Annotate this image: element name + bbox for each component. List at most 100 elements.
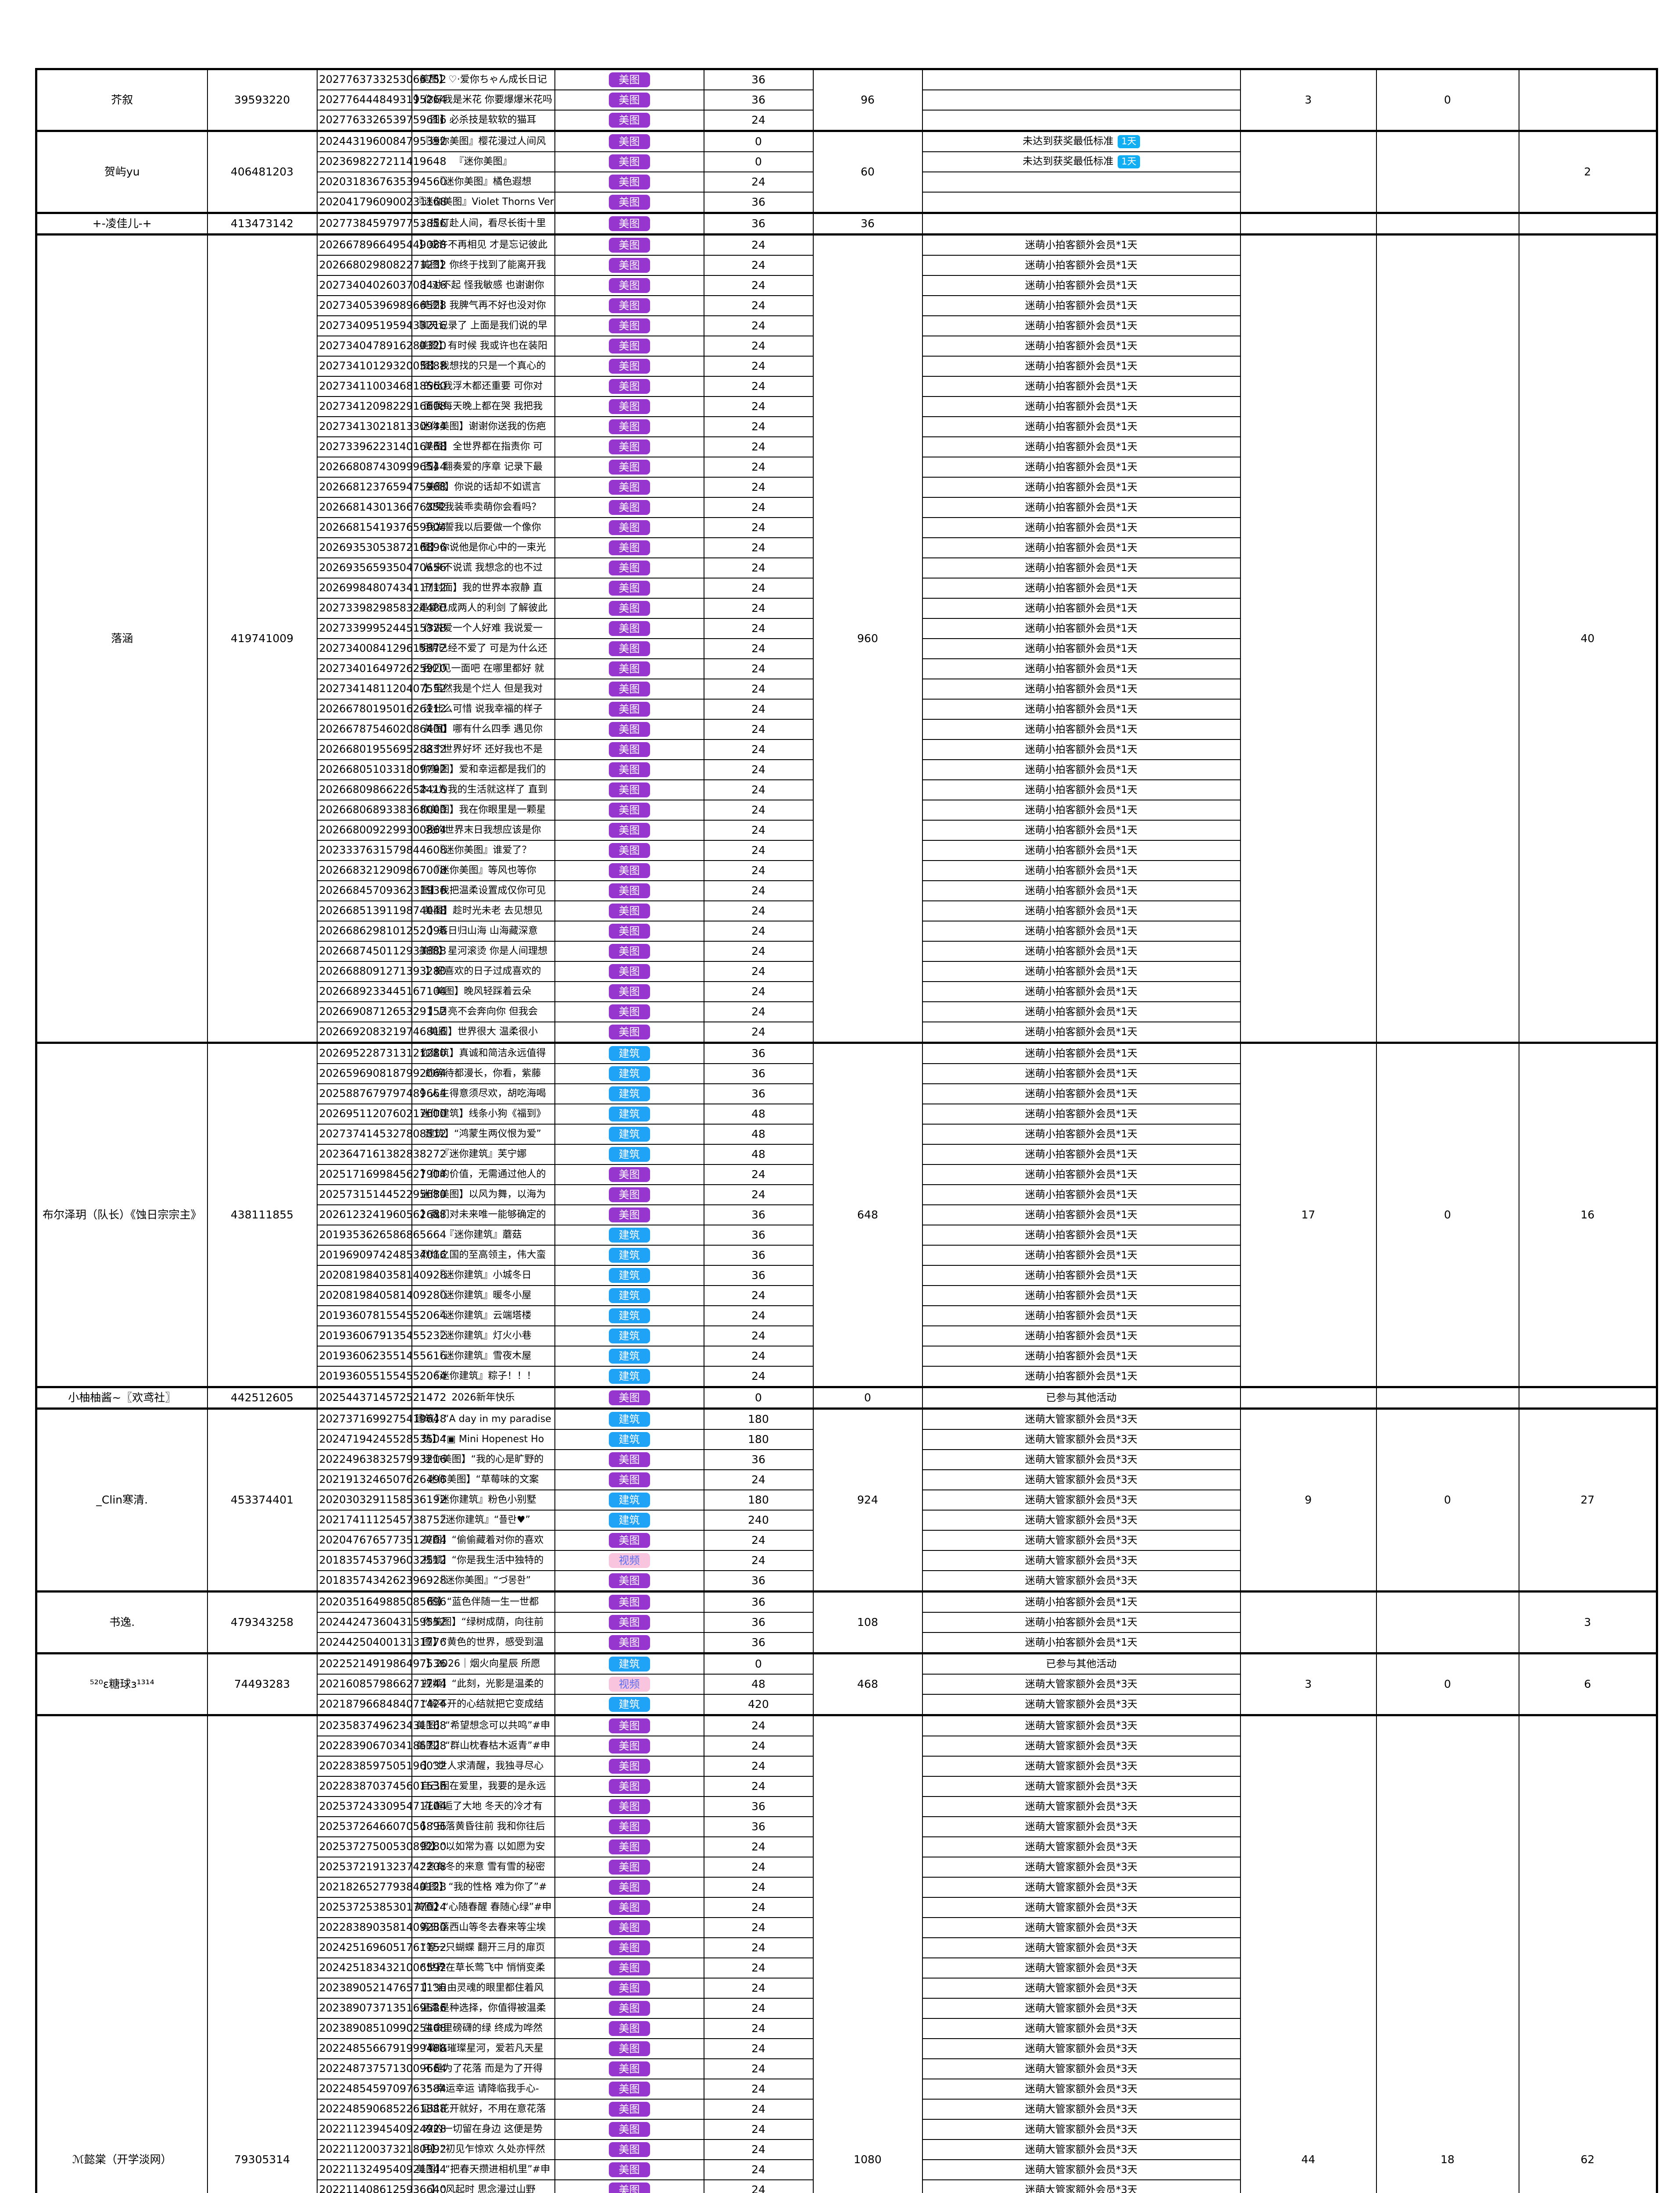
work-title[interactable]: 如果我装乖卖萌你会看吗？ bbox=[411, 497, 555, 518]
work-id[interactable]: 2024719424552853504 bbox=[316, 1429, 447, 1450]
work-type-cell[interactable]: 美图 bbox=[554, 1632, 704, 1654]
remark[interactable]: 迷萌小拍客额外会员*1天 bbox=[922, 275, 1241, 296]
remark[interactable]: 迷萌大管家额外会员*3天 bbox=[922, 2159, 1241, 2180]
work-type-cell[interactable]: 美图 bbox=[554, 2099, 704, 2120]
work-id[interactable]: 2027763733253066752 bbox=[316, 68, 447, 90]
work-id[interactable]: 2025731514452295680 bbox=[316, 1184, 447, 1205]
remark[interactable]: 迷萌大管家额外会员*3天 bbox=[922, 1776, 1241, 1797]
work-title[interactable]: 迷你建筑】线条小狗《福到》 bbox=[411, 1104, 555, 1125]
work-title[interactable]: 生命里磅礴的绿 终成为哗然 bbox=[411, 2018, 555, 2039]
work-id[interactable]: 2027340164972625920 bbox=[316, 658, 447, 679]
work-type-cell[interactable]: 建筑 bbox=[554, 1265, 704, 1286]
work-id[interactable]: 2020417960900231168 bbox=[316, 192, 447, 214]
work-title[interactable]: 】月亮不会奔向你 但我会 bbox=[411, 1001, 555, 1022]
work-title[interactable]: 欢的一切留在身边 这便是势 bbox=[411, 2119, 555, 2140]
points[interactable]: 420 bbox=[703, 1694, 814, 1716]
creator-id[interactable]: 39593220 bbox=[207, 68, 318, 132]
work-type-cell[interactable]: 美图 bbox=[554, 396, 704, 417]
remark[interactable]: 迷萌大管家额外会员*3天 bbox=[922, 1998, 1241, 2019]
work-id[interactable]: 2026678019501626112 bbox=[316, 699, 447, 720]
remark[interactable]: 迷萌大管家额外会员*3天 bbox=[922, 1714, 1241, 1736]
work-type-cell[interactable]: 美图 bbox=[554, 2058, 704, 2079]
remark[interactable]: 迷萌小拍客额外会员*1天 bbox=[922, 1104, 1241, 1125]
work-type-cell[interactable]: 建筑 bbox=[554, 1305, 704, 1326]
points[interactable]: 24 bbox=[703, 1325, 814, 1347]
remark[interactable]: 迷萌大管家额外会员*3天 bbox=[922, 1877, 1241, 1898]
remark[interactable]: 迷萌小拍客额外会员*1天 bbox=[922, 1265, 1241, 1286]
remark[interactable]: 迷萌小拍客额外会员*1天 bbox=[922, 1204, 1241, 1225]
work-id[interactable]: 2027340951959433216 bbox=[316, 315, 447, 336]
work-type-cell[interactable]: 建筑 bbox=[554, 1124, 704, 1145]
work-id[interactable]: 2020318367635394560 bbox=[316, 171, 447, 193]
work-id[interactable]: 2026685139119874048 bbox=[316, 900, 447, 921]
points[interactable]: 36 bbox=[703, 1816, 814, 1837]
remark[interactable]: 迷萌小拍客额外会员*1天 bbox=[922, 921, 1241, 942]
work-title[interactable]: 等日落西山等冬去春来等尘埃 bbox=[411, 1917, 555, 1938]
remark[interactable]: 迷萌小拍客额外会员*1天 bbox=[922, 497, 1241, 518]
work-type-cell[interactable]: 美图 bbox=[554, 941, 704, 962]
work-type-cell[interactable]: 建筑 bbox=[554, 1346, 704, 1367]
work-id[interactable]: 2022496383257993216 bbox=[316, 1449, 447, 1470]
remark[interactable]: 迷萌大管家额外会员*3天 bbox=[922, 1510, 1241, 1531]
subtotal[interactable]: 924 bbox=[812, 1407, 923, 1592]
work-type-cell[interactable]: 美图 bbox=[554, 699, 704, 720]
work-title[interactable]: 『迷你美图』樱花漫过人间风 bbox=[411, 130, 555, 152]
remark[interactable]: 迷萌小拍客额外会员*1天 bbox=[922, 336, 1241, 357]
count-a[interactable]: 9 bbox=[1240, 1407, 1377, 1592]
points[interactable]: 24 bbox=[703, 578, 814, 599]
points[interactable]: 24 bbox=[703, 618, 814, 639]
remark[interactable]: 迷萌大管家额外会员*3天 bbox=[922, 1917, 1241, 1938]
remark[interactable]: 迷萌小拍客额外会员*1天 bbox=[922, 416, 1241, 437]
work-type-cell[interactable]: 美图 bbox=[554, 497, 704, 518]
work-id[interactable]: 2025443714572521472 bbox=[316, 1386, 447, 1409]
work-type-cell[interactable]: 美图 bbox=[554, 457, 704, 478]
count-c[interactable]: 62 bbox=[1518, 1714, 1658, 2193]
work-type-cell[interactable]: 视频 bbox=[554, 1674, 704, 1695]
work-type-cell[interactable]: 美图 bbox=[554, 1937, 704, 1958]
work-type-cell[interactable]: 美图 bbox=[554, 1957, 704, 1979]
work-title[interactable]: 是爱已成两人的利剑 了解彼此 bbox=[411, 598, 555, 619]
points[interactable]: 36 bbox=[703, 192, 814, 214]
remark[interactable]: 迷萌小拍客额外会员*1天 bbox=[922, 517, 1241, 538]
work-type-cell[interactable]: 美图 bbox=[554, 1386, 704, 1409]
count-a[interactable] bbox=[1240, 1590, 1377, 1654]
remark[interactable]: 迷萌小拍客额外会员*1天 bbox=[922, 598, 1241, 619]
points[interactable]: 24 bbox=[703, 2119, 814, 2140]
remark[interactable]: 迷萌大管家额外会员*3天 bbox=[922, 1449, 1241, 1470]
work-type-cell[interactable]: 建筑 bbox=[554, 1285, 704, 1306]
points[interactable]: 0 bbox=[703, 1652, 814, 1675]
count-a[interactable] bbox=[1240, 130, 1377, 214]
subtotal[interactable]: 1080 bbox=[812, 1714, 923, 2193]
work-title[interactable]: 你建筑】真诚和简洁永远值得 bbox=[411, 1042, 555, 1064]
remark[interactable]: 迷萌大管家额外会员*3天 bbox=[922, 1897, 1241, 1918]
creator-id[interactable]: 479343258 bbox=[207, 1590, 318, 1654]
work-type-cell[interactable]: 美图 bbox=[554, 1877, 704, 1898]
work-title[interactable]: 图】必杀技是软软的猫耳 bbox=[411, 110, 555, 132]
points[interactable]: 24 bbox=[703, 1978, 814, 1999]
work-id[interactable]: 2026680298082271232 bbox=[316, 255, 447, 276]
remark[interactable]: 迷萌小拍客额外会员*1天 bbox=[922, 900, 1241, 921]
creator-name[interactable]: 贺屿yu bbox=[36, 130, 208, 214]
work-type-cell[interactable]: 美图 bbox=[554, 2159, 704, 2180]
remark[interactable]: 迷萌小拍客额外会员*1天 bbox=[922, 618, 1241, 639]
remark[interactable]: 迷萌小拍客额外会员*1天 bbox=[922, 315, 1241, 336]
remark[interactable]: 迷萌小拍客额外会员*1天 bbox=[922, 1245, 1241, 1266]
work-id[interactable]: 2027763326539759616 bbox=[316, 110, 447, 132]
creator-id[interactable]: 79305314 bbox=[207, 1714, 318, 2193]
work-type-cell[interactable]: 美图 bbox=[554, 171, 704, 193]
work-id[interactable]: 2022485906852261888 bbox=[316, 2099, 447, 2120]
work-type-cell[interactable]: 美图 bbox=[554, 192, 704, 214]
work-title[interactable]: 『迷你建筑』芙宁娜 bbox=[411, 1144, 555, 1165]
work-type-cell[interactable]: 美图 bbox=[554, 275, 704, 296]
count-c[interactable]: 16 bbox=[1518, 1042, 1658, 1388]
points[interactable]: 24 bbox=[703, 275, 814, 296]
work-id[interactable]: 2027341012932005888 bbox=[316, 356, 447, 377]
work-title[interactable]: 的等待都漫长，你看，紫藤 bbox=[411, 1063, 555, 1084]
points[interactable]: 24 bbox=[703, 921, 814, 942]
creator-name[interactable]: 布尔泽玥（队长）《蚀日宗宗主》 bbox=[36, 1042, 208, 1388]
count-a[interactable]: 44 bbox=[1240, 1714, 1377, 2193]
points[interactable]: 24 bbox=[703, 961, 814, 982]
work-id[interactable]: 2025372646607056896 bbox=[316, 1816, 447, 1837]
work-id[interactable]: 2020819840358140928 bbox=[316, 1265, 447, 1286]
work-type-cell[interactable]: 美图 bbox=[554, 517, 704, 538]
